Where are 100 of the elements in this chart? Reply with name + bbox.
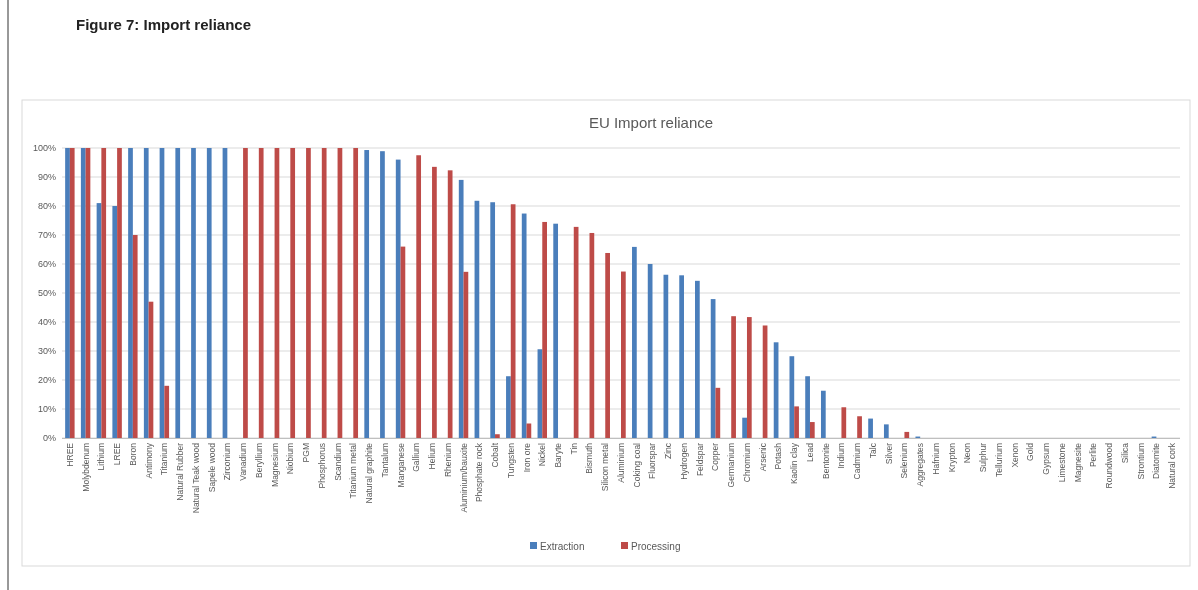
bar xyxy=(69,148,75,438)
x-tick-label: Xenon xyxy=(1009,442,1020,468)
bar xyxy=(353,148,359,438)
x-tick-label: Indium xyxy=(836,443,847,469)
y-tick-label: 40% xyxy=(37,317,56,328)
x-tick-label: Feldspar xyxy=(694,442,705,477)
x-tick-label: Magnesite xyxy=(1072,442,1083,483)
bar xyxy=(794,406,799,438)
y-tick-label: 80% xyxy=(37,201,56,212)
x-tick-label: Fluorspar xyxy=(647,442,658,479)
x-tick-label: Manganese xyxy=(395,442,406,488)
bar xyxy=(809,422,815,438)
bar xyxy=(695,280,700,438)
x-tick-label: Zinc xyxy=(663,442,674,460)
bar xyxy=(432,166,437,438)
x-tick-label: PGM xyxy=(301,443,312,463)
x-tick-label: Iron ore xyxy=(521,442,532,473)
legend-label: Processing xyxy=(631,540,681,552)
x-tick-label: Silicon metal xyxy=(600,442,611,492)
y-tick-label: 70% xyxy=(37,230,56,241)
bar xyxy=(746,317,752,438)
caption: Figure 7: Import reliance xyxy=(76,16,252,33)
bar xyxy=(65,148,70,438)
bar xyxy=(820,390,826,438)
y-tick-label: 20% xyxy=(37,375,56,386)
x-tick-label: Phosphorus xyxy=(316,443,327,489)
y-tick-label: 60% xyxy=(37,259,56,270)
x-tick-label: Tellurium xyxy=(993,443,1004,478)
x-tick-label: Hafnium xyxy=(930,443,941,475)
bar xyxy=(632,246,637,438)
bar xyxy=(715,387,721,438)
bar xyxy=(416,155,422,438)
bar xyxy=(164,385,170,438)
y-tick-label: 90% xyxy=(37,172,56,183)
bar xyxy=(243,148,248,438)
bar xyxy=(490,202,496,438)
bar xyxy=(206,148,212,438)
y-tick-label: 50% xyxy=(37,288,56,299)
bar xyxy=(679,275,684,438)
bar xyxy=(883,424,889,438)
bar xyxy=(521,213,527,438)
bar xyxy=(506,376,511,438)
x-tick-label: Tantalum xyxy=(379,443,390,478)
x-tick-label: Aluminium/bauxite xyxy=(458,442,469,513)
x-tick-label: Limestone xyxy=(1056,442,1067,483)
x-tick-label: Kaolin clay xyxy=(789,442,800,485)
x-tick-label: Vanadium xyxy=(238,443,249,481)
x-tick-label: Tungsten xyxy=(505,442,516,479)
x-tick-label: Germanium xyxy=(726,443,737,488)
bar xyxy=(380,151,385,438)
x-tick-label: Lead xyxy=(804,442,815,462)
x-tick-label: Titanium metal xyxy=(348,442,359,499)
x-tick-label: Aggregates xyxy=(915,443,926,487)
x-tick-label: LREE xyxy=(112,442,123,466)
bar xyxy=(175,148,181,438)
x-tick-label: Silica xyxy=(1119,442,1130,464)
y-tick-label: 30% xyxy=(37,346,56,357)
x-tick-label: Gallium xyxy=(411,443,422,472)
y-tick-label: 0% xyxy=(42,433,56,444)
x-tick-label: Silver xyxy=(883,442,894,465)
x-tick-label: Strontium xyxy=(1135,443,1146,480)
bar xyxy=(395,159,401,438)
x-tick-label: Lithium xyxy=(96,443,107,471)
x-tick-label: HREE xyxy=(64,442,75,467)
bar xyxy=(132,235,138,438)
x-tick-label: Magnesium xyxy=(269,443,280,487)
x-tick-label: Sulphur xyxy=(978,442,989,473)
bar xyxy=(321,148,327,438)
x-tick-label: Bentonite xyxy=(820,442,831,479)
bar xyxy=(857,416,862,438)
x-tick-label: Zirconium xyxy=(222,443,233,481)
bar xyxy=(742,417,747,438)
y-tick-label: 10% xyxy=(37,404,56,415)
x-tick-label: Arsenic xyxy=(757,442,768,472)
x-tick-label: Tin xyxy=(568,442,579,455)
x-tick-label: Neon xyxy=(962,442,973,464)
x-tick-label: Roundwood xyxy=(1104,442,1115,489)
x-tick-label: Bismuth xyxy=(584,442,595,474)
x-tick-label: Selenium xyxy=(899,443,910,479)
bar xyxy=(553,223,559,438)
bar xyxy=(458,179,464,438)
x-tick-label: Krypton xyxy=(946,442,957,473)
bar xyxy=(117,148,122,438)
x-tick-label: Rhenium xyxy=(442,443,453,478)
x-tick-label: Coking coal xyxy=(631,442,642,488)
x-tick-label: Beryllium xyxy=(253,443,264,478)
x-tick-label: Helium xyxy=(427,443,438,470)
x-tick-label: Gold xyxy=(1025,442,1036,461)
x-tick-label: Boron xyxy=(127,442,138,466)
x-tick-label: Niobium xyxy=(285,443,296,475)
bar xyxy=(621,271,626,438)
bar xyxy=(191,148,196,438)
bar xyxy=(841,407,847,438)
bar xyxy=(868,418,873,438)
bar xyxy=(447,170,453,438)
bar xyxy=(112,206,118,438)
bar xyxy=(495,434,500,438)
x-tick-label: Diatomite xyxy=(1151,442,1162,479)
x-tick-label: Natural Rubber xyxy=(175,442,186,501)
x-tick-label: Titanium xyxy=(159,443,170,476)
